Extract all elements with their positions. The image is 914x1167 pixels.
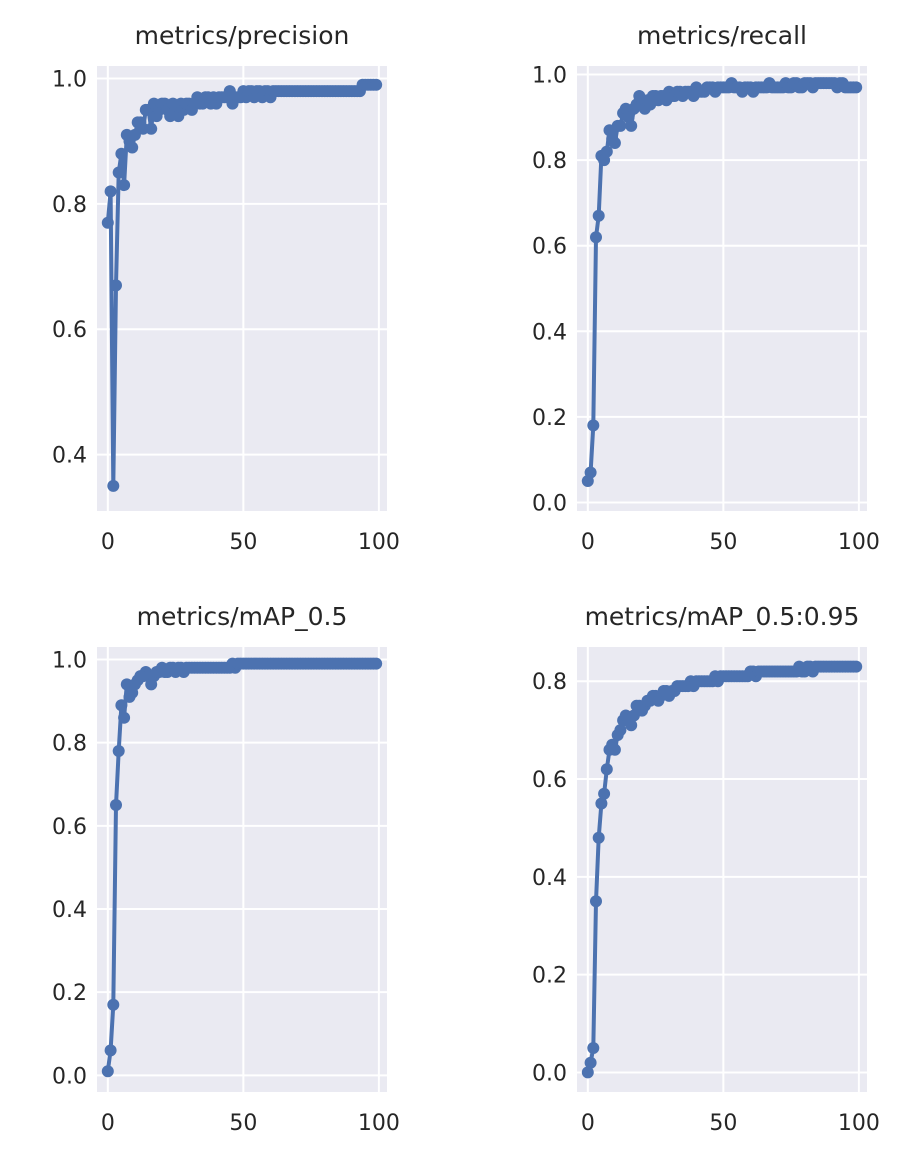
data-point xyxy=(614,119,627,132)
y-tick-label: 0.0 xyxy=(532,491,567,516)
y-tick-label: 0.8 xyxy=(532,149,567,174)
x-tick-label: 100 xyxy=(358,1111,400,1136)
data-point xyxy=(625,719,638,732)
y-tick-label: 1.0 xyxy=(532,64,567,89)
data-point xyxy=(590,895,602,908)
data-point xyxy=(370,78,383,91)
data-point xyxy=(625,119,638,132)
data-point xyxy=(608,137,621,149)
data-point xyxy=(587,1042,600,1054)
chart-panel-3: 0 50 100 0.0 0.2 0.4 0.6 0.8 1.0 metrics/mAP_0.5 xyxy=(52,602,400,1136)
y-tick-label: 0.6 xyxy=(52,815,87,840)
data-point xyxy=(104,185,117,198)
data-point xyxy=(115,147,128,160)
data-point xyxy=(598,787,611,800)
data-point xyxy=(370,657,383,670)
data-point xyxy=(115,699,128,712)
y-tick-label: 0.0 xyxy=(52,1064,87,1089)
data-point xyxy=(584,466,597,479)
y-tick-label: 0.2 xyxy=(532,406,567,431)
y-tick-label: 0.8 xyxy=(532,670,567,695)
y-tick-label: 0.2 xyxy=(532,964,567,989)
y-tick-label: 0.4 xyxy=(52,444,87,469)
y-tick-label: 0.6 xyxy=(532,235,567,260)
chart-title: metrics/mAP_0.5 xyxy=(137,602,348,631)
data-point xyxy=(600,763,613,776)
data-point xyxy=(107,998,120,1011)
y-tick-label: 1.0 xyxy=(52,648,87,673)
y-tick-label: 0.4 xyxy=(532,320,567,345)
y-tick-label: 0.4 xyxy=(52,898,87,923)
y-tick-label: 0.4 xyxy=(532,866,567,891)
data-point xyxy=(592,831,605,844)
chart-panel-1: 0 50 100 0.4 0.6 0.8 1.0 metrics/precision xyxy=(52,21,400,555)
chart-panel-2: 0 50 100 0.0 0.2 0.4 0.6 0.8 1.0 metrics/recall xyxy=(532,21,880,555)
data-point xyxy=(112,745,125,757)
data-point xyxy=(118,711,131,724)
y-tick-label: 0.0 xyxy=(532,1061,567,1086)
x-tick-label: 0 xyxy=(101,1111,115,1136)
x-tick-label: 50 xyxy=(709,1111,737,1136)
x-tick-label: 0 xyxy=(101,530,115,555)
data-point xyxy=(107,479,120,492)
data-point xyxy=(126,141,139,154)
chart-title: metrics/recall xyxy=(637,21,807,50)
data-point xyxy=(112,166,125,179)
data-point xyxy=(608,743,621,756)
y-tick-label: 0.6 xyxy=(532,768,567,793)
x-tick-label: 50 xyxy=(229,1111,257,1136)
data-point xyxy=(850,660,863,673)
data-point xyxy=(128,128,141,141)
plot-background xyxy=(577,66,867,511)
data-point xyxy=(101,216,114,229)
data-point xyxy=(581,1066,594,1079)
x-tick-label: 100 xyxy=(838,530,880,555)
y-tick-label: 0.8 xyxy=(52,193,87,218)
x-tick-label: 100 xyxy=(358,530,400,555)
data-point xyxy=(590,231,602,244)
chart-title: metrics/precision xyxy=(135,21,350,50)
plot-background xyxy=(97,66,387,511)
data-point xyxy=(145,122,158,135)
y-tick-label: 0.6 xyxy=(52,318,87,343)
data-point xyxy=(104,1044,117,1057)
data-point xyxy=(101,1065,114,1078)
data-point xyxy=(600,145,613,158)
data-point xyxy=(850,81,863,94)
data-point xyxy=(584,1056,597,1069)
x-tick-label: 0 xyxy=(581,530,595,555)
x-tick-label: 50 xyxy=(709,530,737,555)
chart-panel-4: 0 50 100 0.0 0.2 0.4 0.6 0.8 metrics/mAP_0.5:0.9… xyxy=(532,602,880,1136)
data-point xyxy=(110,279,122,292)
y-tick-label: 0.8 xyxy=(52,732,87,757)
y-tick-label: 1.0 xyxy=(52,68,87,93)
data-point xyxy=(614,724,627,737)
x-tick-label: 50 xyxy=(229,530,257,555)
x-tick-label: 100 xyxy=(838,1111,880,1136)
data-point xyxy=(110,799,122,811)
chart-title: metrics/mAP_0.5:0.95 xyxy=(585,602,860,631)
y-tick-label: 0.2 xyxy=(52,981,87,1006)
x-tick-label: 0 xyxy=(581,1111,595,1136)
data-point xyxy=(595,797,608,810)
data-point xyxy=(587,419,600,432)
data-point xyxy=(592,209,605,222)
data-point xyxy=(118,179,131,192)
plot-background xyxy=(97,647,387,1092)
